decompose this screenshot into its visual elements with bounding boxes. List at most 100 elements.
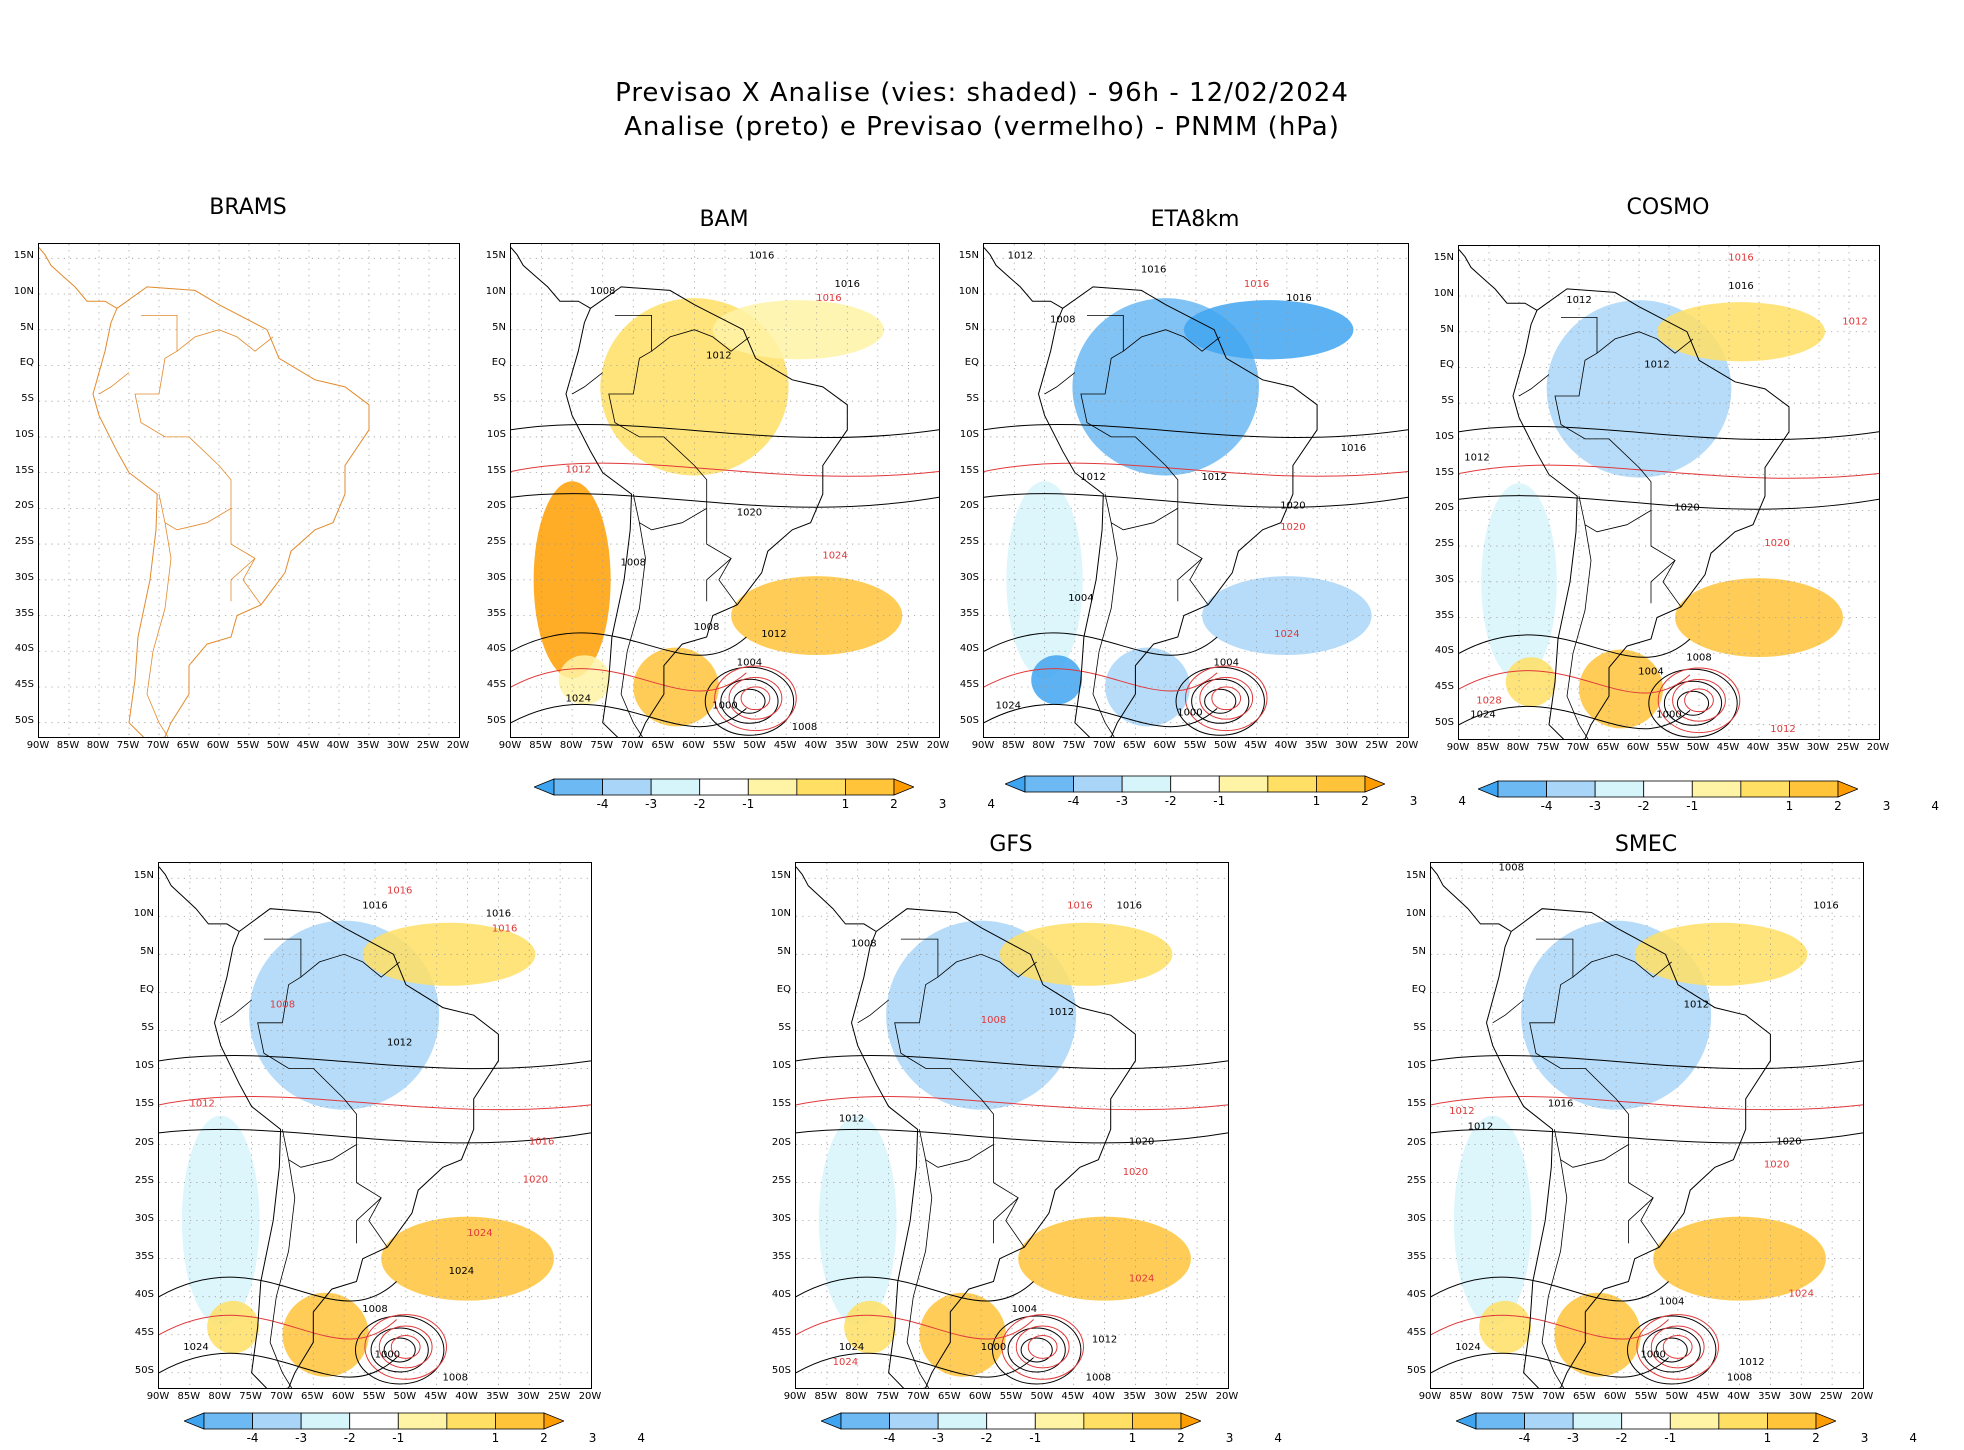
country-border [1087,315,1124,352]
isobar-label: 1016 [492,923,517,934]
isobar-label: 1012 [1464,452,1489,463]
lon-tick-label: 80W [86,740,110,751]
lon-tick-label: 20W [578,1391,602,1402]
analysis-isobar [1020,1337,1053,1363]
lon-tick-label: 60W [206,740,230,751]
lon-tick-label: 30W [865,740,889,751]
isobar-label: 1012 [1092,1334,1117,1345]
forecast-isobar [378,1325,433,1369]
country-border [993,1144,1019,1244]
lon-tick-label: 40W [455,1391,478,1402]
colorbar-label: 2 [1812,1431,1820,1445]
bias-shade-region [1554,1292,1641,1377]
analysis-isobar [1648,668,1738,738]
colorbar-label: 4 [987,797,995,811]
lon-tick-label: 20W [446,740,470,751]
bias-shade-region [731,576,903,655]
analysis-isobar [1459,425,1879,441]
lon-tick-label: 75W [1511,1391,1534,1402]
forecast-isobar [1459,670,1691,694]
lat-tick-label: 15N [13,250,34,262]
forecast-isobar [1015,1325,1070,1369]
isobar-label: 1016 [816,293,841,304]
lon-tick-label: 25W [1365,740,1389,751]
map-plot-area: 1016 1016 1016 1008 1012 1012 1020 1024 1008 1008… [510,243,940,738]
colorbar-swatch [495,1412,545,1430]
lon-tick-label: 85W [529,740,552,751]
lon-tick-label: 35W [1304,740,1328,751]
isobar-label: 1012 [1468,1121,1493,1132]
lon-tick-label: 80W [1032,740,1055,751]
colorbar-label: -1 [1029,1431,1042,1445]
lat-tick-label: 35S [14,607,34,619]
colorbar-label: -2 [1164,794,1177,808]
lat-tick-label: EQ [776,984,791,996]
figure-title-line1: Previsao X Analise (vies: shaded) - 96h … [615,78,1349,108]
analysis-isobar [159,1128,591,1144]
analysis-isobar [1626,1315,1717,1385]
colorbar-label: 3 [588,1431,597,1445]
analysis-isobar [370,1327,429,1373]
isobar-label: 1004 [1659,1296,1684,1307]
isobar-label: 1016 [1117,901,1142,912]
lon-tick-label: 50W [266,740,290,751]
isobar-label: 1012 [1684,1000,1709,1011]
lat-tick-label: 5N [965,321,979,333]
forecast-isobar [1650,1325,1705,1369]
lat-tick-label: 20S [771,1136,791,1148]
lon-tick-label: 40W [1092,1391,1115,1402]
isobar-label: 1000 [1656,710,1681,721]
isobar-label: 1024 [833,1357,858,1368]
country-border [1541,1159,1568,1388]
country-border [1005,1197,1025,1248]
bias-shade-region [381,1216,554,1301]
map-svg [39,244,459,737]
country-border [718,558,738,606]
lon-tick-label: 85W [56,740,80,751]
colorbar-swatch [1475,1412,1525,1430]
panel-title: SMEC [1614,832,1678,857]
lon-tick-label: 40W [326,740,350,751]
forecast-isobar [159,1096,591,1111]
lat-tick-label: 50S [486,714,506,726]
lat-tick-label: 20S [1434,502,1454,514]
bias-shade-region [558,655,611,705]
forecast-isobar [1199,676,1254,720]
colorbar-label: -4 [596,797,609,811]
colorbar-swatch [1767,1412,1817,1430]
lon-tick-label: 75W [876,1391,899,1402]
colorbar-swatch [1267,775,1317,793]
coastline [1512,288,1790,739]
colorbar-label: 4 [1274,1431,1282,1445]
lat-tick-label: 25S [1406,1174,1426,1186]
lon-tick-label: 50W [1213,740,1237,751]
isobar-label: 1008 [851,939,876,950]
isobar-label: 1016 [1548,1098,1573,1109]
lat-tick-label: 50S [771,1364,791,1376]
lon-tick-label: 20W [926,740,950,751]
lon-tick-label: 65W [1123,740,1146,751]
colorbar-label: -2 [980,1431,993,1445]
isobar-label: 1016 [529,1137,554,1148]
lat-tick-label: 25S [771,1174,791,1186]
coastline [1485,908,1771,1388]
forecast-isobar [511,668,747,692]
isobar-label: 1008 [590,286,615,297]
lat-tick-label: 15N [1405,870,1426,882]
country-border [906,1159,933,1388]
bias-shade-region [207,1300,259,1354]
bias-shade-region [1202,576,1372,655]
analysis-isobar [796,1055,1228,1070]
lon-tick-label: 40W [1746,742,1770,753]
colorbar-swatch [1476,780,1499,798]
country-border [1177,508,1203,602]
colorbar-swatch [819,1412,842,1430]
colorbar-label: 2 [1834,799,1842,813]
colorbar-swatch [1815,1412,1838,1430]
lon-tick-label: 35W [834,740,858,751]
lat-tick-label: 20S [959,500,979,512]
lon-tick-label: 60W [1153,740,1177,751]
colorbar-swatch [1364,775,1387,793]
lon-tick-label: 45W [424,1391,448,1402]
lon-tick-label: 20W [1866,742,1890,753]
